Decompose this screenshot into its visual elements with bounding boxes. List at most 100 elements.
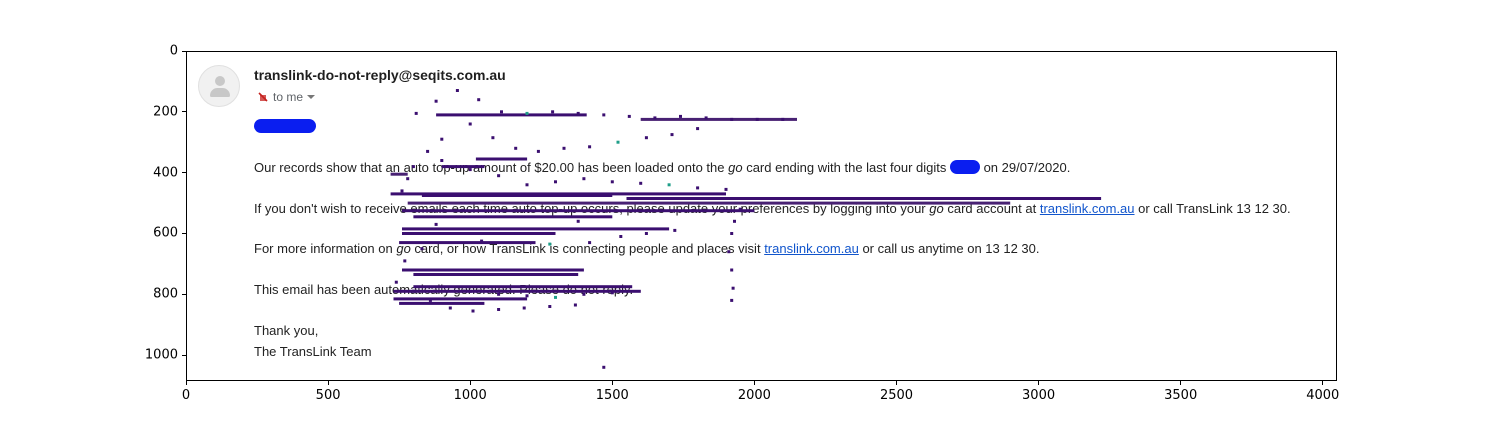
overlay-point xyxy=(627,114,631,118)
overlay-point xyxy=(514,232,518,235)
paragraph-text: If you don't wish to receive emails each… xyxy=(254,201,930,216)
overlay-point xyxy=(477,98,481,102)
paragraph-topup: Our records show that an auto top-up amo… xyxy=(254,160,1070,175)
y-tick xyxy=(182,354,186,356)
x-tick xyxy=(185,381,187,385)
overlay-segment xyxy=(399,241,536,245)
redacted-name xyxy=(254,119,316,133)
overlay-segment xyxy=(407,201,1011,205)
overlay-point xyxy=(497,174,501,178)
overlay-point xyxy=(468,289,472,293)
overlay-point xyxy=(724,187,728,191)
overlay-segment xyxy=(413,285,633,289)
overlay-segment xyxy=(402,227,670,231)
overlay-point xyxy=(448,306,452,310)
overlay-point xyxy=(548,242,552,246)
overlay-point xyxy=(653,116,657,120)
x-tick xyxy=(895,381,897,385)
overlay-point xyxy=(730,117,734,121)
overlay-point xyxy=(616,140,620,144)
x-tick xyxy=(611,381,613,385)
x-tick-label: 1500 xyxy=(595,388,629,403)
paragraph-text: on 29/07/2020. xyxy=(979,160,1071,175)
x-tick xyxy=(1038,381,1040,385)
signature-line: The TransLink Team xyxy=(254,344,372,359)
overlay-point xyxy=(403,259,407,263)
overlay-point xyxy=(730,232,734,235)
overlay-point xyxy=(610,180,614,184)
overlay-point xyxy=(548,305,552,308)
x-tick xyxy=(327,381,329,385)
recipient-row: to me xyxy=(257,90,316,104)
overlay-point xyxy=(394,280,398,284)
translink-link[interactable]: translink.com.au xyxy=(764,241,859,256)
overlay-point xyxy=(497,292,501,296)
overlay-point xyxy=(679,114,682,118)
paragraph-text: card account at xyxy=(943,201,1040,216)
y-tick xyxy=(182,50,186,52)
overlay-point xyxy=(731,286,735,290)
x-tick xyxy=(1180,381,1182,385)
overlay-point xyxy=(414,111,418,115)
muted-icon xyxy=(257,91,269,103)
overlay-point xyxy=(514,146,518,150)
avatar-head-icon xyxy=(215,76,225,86)
x-tick xyxy=(753,381,755,385)
go-text: go xyxy=(728,160,743,175)
overlay-segment xyxy=(402,268,584,272)
thanks-line: Thank you, xyxy=(254,323,319,338)
y-tick-label: 0 xyxy=(169,43,178,59)
overlay-point xyxy=(411,165,415,169)
overlay-point xyxy=(525,111,529,115)
overlay-segment xyxy=(399,301,485,305)
overlay-point xyxy=(497,308,501,311)
overlay-point xyxy=(602,113,606,117)
overlay-point xyxy=(554,295,557,299)
overlay-point xyxy=(733,219,736,223)
overlay-segment xyxy=(441,165,485,169)
overlay-segment xyxy=(640,117,797,121)
overlay-point xyxy=(755,117,759,121)
overlay-point xyxy=(480,239,484,243)
overlay-point xyxy=(673,228,677,232)
translink-link[interactable]: translink.com.au xyxy=(1039,201,1135,216)
overlay-point xyxy=(455,89,459,92)
overlay-point xyxy=(420,247,424,251)
x-tick-label: 4000 xyxy=(1306,388,1340,403)
redacted-card-digits xyxy=(949,160,980,174)
overlay-point xyxy=(582,177,586,181)
overlay-point xyxy=(582,292,586,296)
y-tick-label: 400 xyxy=(153,165,178,181)
overlay-point xyxy=(644,232,648,235)
y-tick-label: 600 xyxy=(153,225,178,241)
overlay-point xyxy=(670,133,674,137)
overlay-point xyxy=(440,159,444,162)
y-tick xyxy=(182,111,186,113)
overlay-point xyxy=(602,365,606,369)
overlay-point xyxy=(588,241,592,245)
paragraph-text: or call TransLink 13 12 30. xyxy=(1134,201,1291,216)
y-tick xyxy=(182,172,186,174)
paragraph-text: card, or how TransLink is connecting peo… xyxy=(410,241,765,256)
overlay-point xyxy=(525,183,529,187)
overlay-point xyxy=(696,127,700,131)
paragraph-preferences: If you don't wish to receive emails each… xyxy=(254,201,1291,216)
go-text: go xyxy=(929,201,944,216)
overlay-point xyxy=(400,189,404,193)
x-tick-label: 2000 xyxy=(737,388,771,403)
overlay-point xyxy=(551,110,555,114)
y-tick-label: 800 xyxy=(153,286,178,302)
chevron-down-icon xyxy=(307,95,316,99)
x-tick-label: 2500 xyxy=(879,388,914,403)
overlay-point xyxy=(522,306,526,310)
overlay-point xyxy=(554,180,557,184)
x-tick xyxy=(1322,381,1324,385)
sender-avatar xyxy=(198,65,240,107)
sender-address: translink-do-not-reply@seqits.com.au xyxy=(254,67,506,83)
overlay-point xyxy=(471,309,475,313)
y-tick xyxy=(182,232,186,234)
overlay-segment xyxy=(626,197,1102,200)
overlay-segment xyxy=(402,209,755,213)
